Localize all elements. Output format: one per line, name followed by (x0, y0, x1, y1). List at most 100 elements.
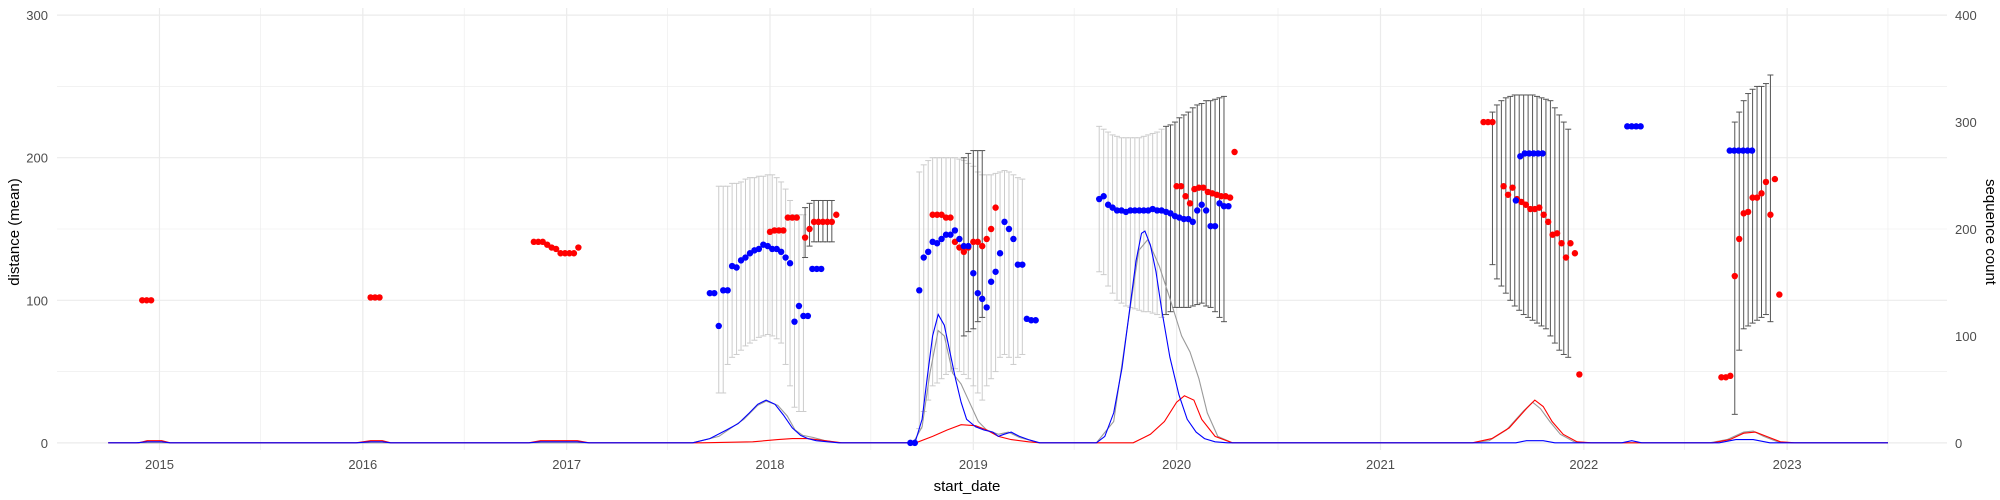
red-point (1186, 200, 1194, 207)
blue-point (1744, 147, 1751, 154)
blue-point (938, 235, 945, 243)
red-point (933, 211, 941, 218)
blue-point (1220, 202, 1228, 210)
red-point (942, 214, 950, 221)
red-point (828, 218, 836, 226)
blue-point (1624, 123, 1631, 130)
x-tick-label: 2019 (959, 457, 988, 472)
y-axis-title: distance (mean) (6, 178, 23, 286)
blue-point (1211, 222, 1219, 230)
blue-point (996, 250, 1004, 257)
blue-point (809, 265, 816, 273)
right-axis-ticks: 0 100 200 300 400 (1955, 8, 1977, 451)
y2-tick-label: 200 (1955, 222, 1977, 237)
red-point (771, 227, 778, 234)
x-tick-label: 2021 (1366, 457, 1395, 472)
red-point (983, 235, 990, 243)
blue-point (1153, 207, 1161, 214)
blue-point (1526, 150, 1533, 157)
red-point (1500, 183, 1507, 190)
blue-point (1731, 147, 1738, 154)
red-point (970, 238, 977, 246)
red-point (1571, 250, 1579, 257)
blue-point (1198, 201, 1205, 208)
blue-point (1005, 225, 1013, 233)
x-tick-label: 2017 (552, 457, 581, 472)
blue-point (987, 278, 995, 285)
blue-point (1530, 150, 1537, 157)
red-point (566, 250, 573, 257)
red-point (815, 218, 822, 226)
red-point (1771, 175, 1779, 183)
blue-point (1127, 207, 1134, 214)
blue-point (992, 268, 999, 275)
blue-point (1140, 207, 1147, 214)
blue-point (1628, 123, 1635, 130)
red-point (1762, 178, 1770, 186)
red-point (1767, 211, 1774, 218)
red-point (824, 218, 831, 226)
x-tick-label: 2018 (756, 457, 785, 472)
blue-point (720, 287, 727, 294)
count-lines (108, 230, 1888, 444)
red-point (1527, 205, 1534, 213)
red-point (1776, 291, 1783, 298)
blue-point (733, 264, 740, 271)
y2-tick-label: 100 (1955, 329, 1977, 344)
left-axis-ticks: 0 100 200 300 (26, 8, 48, 451)
blue-point (800, 312, 807, 320)
y-tick-label: 200 (26, 151, 48, 166)
red-point (974, 238, 981, 246)
red-point (1177, 183, 1185, 190)
red-point (1195, 184, 1203, 191)
red-point (1217, 193, 1225, 200)
blue-point (1534, 150, 1542, 157)
red-point (1489, 118, 1496, 126)
red-point (530, 238, 538, 246)
x-tick-label: 2020 (1162, 457, 1191, 472)
red-point (1736, 235, 1743, 243)
red-point (987, 225, 995, 233)
blue-point (818, 265, 825, 273)
blue-point (769, 245, 776, 253)
blue-point (813, 265, 820, 273)
red-point (1484, 118, 1492, 126)
red-point (947, 214, 954, 221)
blue-point (942, 231, 950, 238)
red-point (1749, 194, 1756, 201)
red-point (147, 297, 155, 304)
blue-point (1739, 147, 1747, 154)
blue-point (951, 227, 959, 234)
blue-point (1194, 207, 1201, 214)
y2-axis-title: sequence count (1982, 179, 1999, 286)
y-tick-label: 100 (26, 293, 48, 308)
x-axis-ticks: 2015 2016 2017 2018 2019 2020 2021 2022 2023 (145, 457, 1802, 472)
blue-point (907, 439, 914, 447)
blue-point (1632, 123, 1640, 130)
red-point (960, 248, 968, 256)
error-bars (715, 74, 1774, 430)
blue-point (795, 302, 803, 310)
red-point (1173, 183, 1180, 190)
blue-point (755, 245, 763, 253)
red-point (1509, 184, 1516, 191)
red-point (570, 250, 578, 257)
red-point (992, 204, 999, 211)
blue-point (711, 289, 718, 297)
blue-point (1100, 193, 1107, 200)
red-point (1758, 190, 1765, 197)
blue-point (1207, 222, 1214, 230)
red-point (1540, 211, 1547, 218)
blue-point (777, 248, 785, 256)
blue-point (1539, 150, 1546, 157)
blue-point (1225, 202, 1232, 210)
y-tick-label: 0 (41, 436, 48, 451)
red-point (1727, 372, 1734, 380)
blue-point (804, 312, 812, 320)
blue-point (1001, 218, 1008, 226)
blue-point (1726, 147, 1733, 154)
red-point (806, 225, 813, 233)
red-point (979, 242, 986, 250)
red-point (780, 227, 787, 234)
